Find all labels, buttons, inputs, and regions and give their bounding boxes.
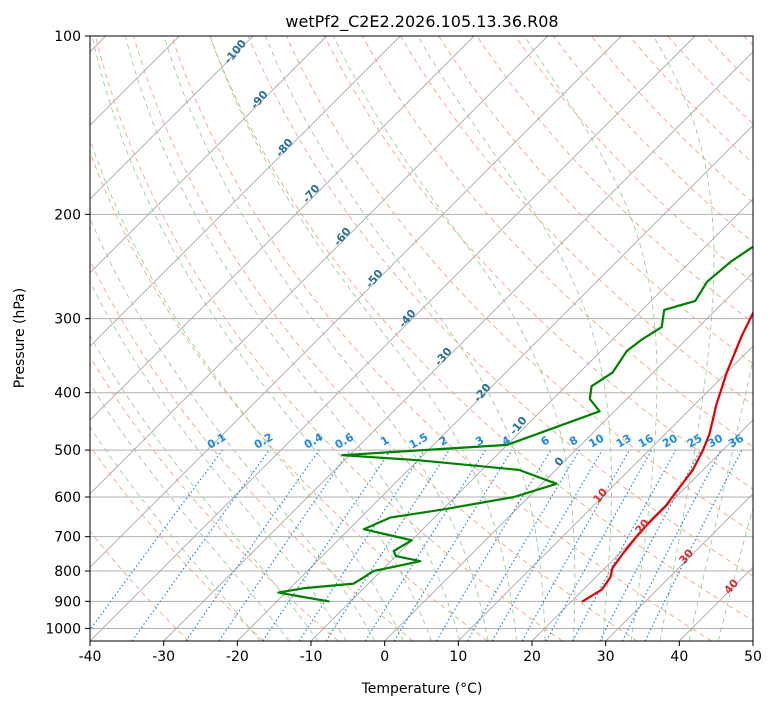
moist-adiabat [90, 138, 404, 641]
moist-adiabat [90, 426, 261, 641]
isotherm-gridline [163, 51, 753, 641]
plot-frame [89, 35, 754, 642]
dry-adiabat [400, 36, 753, 406]
x-tick-label: -20 [226, 649, 249, 665]
mixing-ratio-line [262, 449, 392, 641]
y-tick-label: 1000 [45, 621, 81, 637]
y-tick-label: 300 [54, 312, 81, 328]
x-tick-label: 30 [597, 649, 615, 665]
dry-adiabat [90, 530, 190, 641]
moist-adiabat [209, 36, 517, 641]
isotherm-gridline [90, 36, 696, 641]
y-tick-label: 800 [54, 564, 81, 580]
y-axis-ticks: 1000 900 800 700 600 500 400 300 200 100 [45, 29, 90, 637]
moist-adiabat [90, 334, 319, 641]
y-tick-label: 400 [54, 386, 81, 402]
mixing-ratio-line [218, 449, 351, 641]
dry-adiabat [209, 36, 753, 622]
isotherm-gridline [90, 36, 254, 200]
dry-adiabat [90, 259, 414, 641]
mixing-ratio-line [131, 449, 270, 641]
x-tick-label: 50 [744, 649, 762, 665]
mixing-ratio-line [545, 449, 653, 641]
x-tick-label: -30 [152, 649, 175, 665]
dry-adiabat [247, 36, 753, 577]
mixing-ratio-line [644, 449, 743, 641]
moist-adiabat [125, 36, 461, 641]
dry-adiabat [362, 36, 753, 448]
dry-adiabat [90, 444, 264, 641]
y-tick-label: 100 [54, 29, 81, 45]
dewpoint-profile-line [277, 245, 753, 603]
mixing-ratio-line [325, 449, 450, 641]
isotherm-gridline [90, 36, 622, 568]
moist-adiabat [91, 36, 432, 641]
x-tick-label: 40 [670, 649, 688, 665]
x-axis-label: Temperature (°C) [361, 681, 483, 697]
isotherm-gridline [90, 36, 475, 421]
mixing-ratio-line [185, 449, 320, 641]
x-tick-label: 0 [380, 649, 389, 665]
dry-adiabat [514, 36, 753, 284]
isotherm-gridline [90, 36, 401, 347]
isotherm-gridline [384, 272, 753, 641]
y-tick-label: 900 [54, 594, 81, 610]
y-tick-label: 500 [54, 443, 81, 459]
x-tick-label: -40 [79, 649, 102, 665]
x-tick-label: -10 [300, 649, 323, 665]
mixing-ratio-line [90, 449, 223, 631]
mixing-ratio-line [298, 449, 425, 641]
moist-adiabat [524, 36, 658, 641]
y-axis-label: Pressure (hPa) [12, 288, 28, 388]
mixing-ratio-line [521, 449, 631, 641]
thermo-background-lines [90, 36, 753, 641]
moist-adiabat [265, 36, 546, 641]
dry-adiabat [90, 150, 488, 641]
mixing-ratio-line [572, 449, 677, 641]
moist-adiabat [90, 382, 290, 641]
dry-adiabat [90, 355, 339, 641]
chart-title: wetPf2_C2E2.2026.105.13.36.R08 [285, 12, 558, 32]
y-tick-label: 200 [54, 207, 81, 223]
isotherm-gridline [90, 36, 549, 495]
moist-adiabat [332, 36, 576, 641]
x-tick-label: 20 [523, 649, 541, 665]
x-tick-label: 10 [449, 649, 467, 665]
dry-adiabat [95, 36, 563, 641]
isotherm-gridline [457, 345, 753, 641]
temperature-profile-line [581, 310, 753, 603]
isotherm-gridline [605, 493, 753, 641]
mixing-ratio-line [393, 449, 513, 641]
x-axis-ticks: -40 -30 -20 -10 0 10 20 30 40 50 [79, 641, 762, 665]
isotherm-gridline [90, 36, 328, 274]
moist-adiabat [653, 36, 715, 641]
moist-adiabat [90, 217, 376, 641]
isotherm-gridline [236, 124, 753, 641]
y-tick-label: 700 [54, 530, 81, 546]
y-tick-label: 600 [54, 490, 81, 506]
profile-layer [277, 245, 753, 603]
grid-layer [90, 36, 753, 641]
moist-adiabat [417, 36, 612, 641]
moist-adiabat [163, 36, 489, 641]
dry-adiabat [171, 36, 712, 641]
